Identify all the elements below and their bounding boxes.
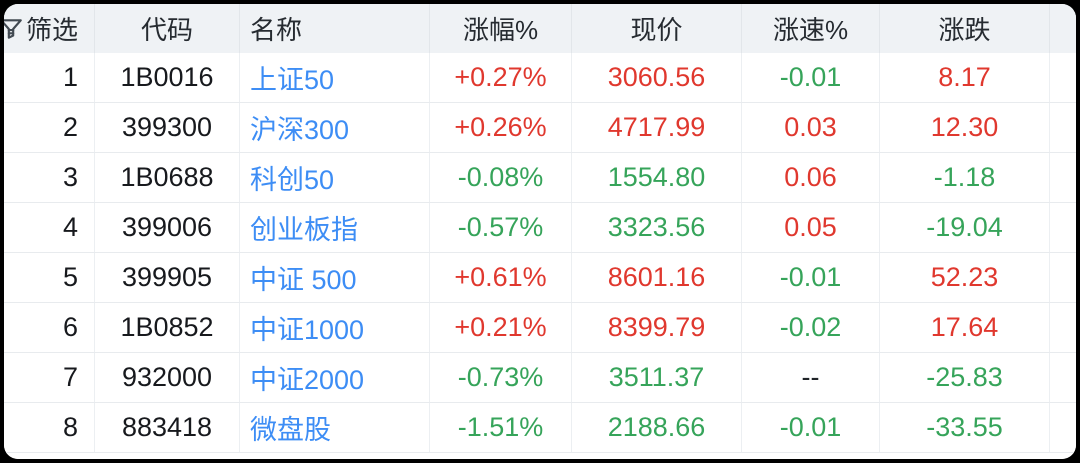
table-row[interactable]: 2 399300 沪深300 +0.26% 4717.99 0.03 12.30 xyxy=(4,103,1076,153)
code-cell: 883418 xyxy=(95,403,240,452)
change-pct-cell: -0.73% xyxy=(430,353,572,402)
header-price[interactable]: 现价 xyxy=(572,4,742,53)
speed-pct-cell: -0.01 xyxy=(742,403,880,452)
funnel-filter-icon xyxy=(4,18,22,39)
price-cell: 8601.16 xyxy=(572,253,742,302)
name-link[interactable]: 微盘股 xyxy=(240,403,430,452)
price-cell: 3060.56 xyxy=(572,53,742,102)
row-spacer-cell xyxy=(1050,353,1076,402)
speed-pct-cell: 0.06 xyxy=(742,153,880,202)
row-number-cell: 6 xyxy=(4,303,95,352)
table-body: 1 1B0016 上证50 +0.27% 3060.56 -0.01 8.17 … xyxy=(4,53,1076,453)
change-amt-cell: -19.04 xyxy=(880,203,1050,252)
table-row[interactable]: 5 399905 中证 500 +0.61% 8601.16 -0.01 52.… xyxy=(4,253,1076,303)
name-link[interactable]: 中证 500 xyxy=(240,253,430,302)
table-row[interactable]: 7 932000 中证2000 -0.73% 3511.37 -- -25.83 xyxy=(4,353,1076,403)
row-spacer-cell xyxy=(1050,103,1076,152)
speed-pct-cell: 0.03 xyxy=(742,103,880,152)
name-link[interactable]: 中证2000 xyxy=(240,353,430,402)
header-change-amt[interactable]: 涨跌 xyxy=(880,4,1050,53)
code-cell: 399300 xyxy=(95,103,240,152)
change-amt-cell: 17.64 xyxy=(880,303,1050,352)
speed-pct-cell: -0.01 xyxy=(742,253,880,302)
change-amt-cell: 12.30 xyxy=(880,103,1050,152)
change-amt-cell: -25.83 xyxy=(880,353,1050,402)
header-filter[interactable]: 筛选 xyxy=(4,4,95,53)
index-quote-table-card: 筛选 代码 名称 涨幅% 现价 涨速% 涨跌 1 1B0016 上证50 +0.… xyxy=(4,4,1076,459)
change-pct-cell: +0.27% xyxy=(430,53,572,102)
change-pct-cell: +0.61% xyxy=(430,253,572,302)
row-number-cell: 2 xyxy=(4,103,95,152)
table-row[interactable]: 4 399006 创业板指 -0.57% 3323.56 0.05 -19.04 xyxy=(4,203,1076,253)
row-number-cell: 5 xyxy=(4,253,95,302)
name-link[interactable]: 科创50 xyxy=(240,153,430,202)
change-amt-cell: -33.55 xyxy=(880,403,1050,452)
header-change-pct[interactable]: 涨幅% xyxy=(430,4,572,53)
change-pct-cell: -0.08% xyxy=(430,153,572,202)
header-code[interactable]: 代码 xyxy=(95,4,240,53)
name-link[interactable]: 沪深300 xyxy=(240,103,430,152)
change-pct-cell: +0.26% xyxy=(430,103,572,152)
row-number-cell: 8 xyxy=(4,403,95,452)
row-spacer-cell xyxy=(1050,253,1076,302)
speed-pct-cell: -0.01 xyxy=(742,53,880,102)
price-cell: 2188.66 xyxy=(572,403,742,452)
speed-pct-cell: -0.02 xyxy=(742,303,880,352)
price-cell: 3323.56 xyxy=(572,203,742,252)
row-spacer-cell xyxy=(1050,203,1076,252)
header-speed-pct[interactable]: 涨速% xyxy=(742,4,880,53)
row-spacer-cell xyxy=(1050,153,1076,202)
table-row[interactable]: 1 1B0016 上证50 +0.27% 3060.56 -0.01 8.17 xyxy=(4,53,1076,103)
change-amt-cell: -1.18 xyxy=(880,153,1050,202)
code-cell: 932000 xyxy=(95,353,240,402)
row-number-cell: 4 xyxy=(4,203,95,252)
header-spacer xyxy=(1050,4,1076,53)
code-cell: 1B0688 xyxy=(95,153,240,202)
name-link[interactable]: 上证50 xyxy=(240,53,430,102)
table-row[interactable]: 3 1B0688 科创50 -0.08% 1554.80 0.06 -1.18 xyxy=(4,153,1076,203)
header-filter-label: 筛选 xyxy=(26,15,79,45)
price-cell: 4717.99 xyxy=(572,103,742,152)
change-pct-cell: +0.21% xyxy=(430,303,572,352)
code-cell: 1B0852 xyxy=(95,303,240,352)
table-row[interactable]: 8 883418 微盘股 -1.51% 2188.66 -0.01 -33.55 xyxy=(4,403,1076,453)
row-number-cell: 7 xyxy=(4,353,95,402)
speed-pct-cell: -- xyxy=(742,353,880,402)
price-cell: 3511.37 xyxy=(572,353,742,402)
change-pct-cell: -0.57% xyxy=(430,203,572,252)
code-cell: 399006 xyxy=(95,203,240,252)
row-spacer-cell xyxy=(1050,403,1076,452)
code-cell: 399905 xyxy=(95,253,240,302)
code-cell: 1B0016 xyxy=(95,53,240,102)
row-number-cell: 3 xyxy=(4,153,95,202)
name-link[interactable]: 创业板指 xyxy=(240,203,430,252)
row-spacer-cell xyxy=(1050,303,1076,352)
change-amt-cell: 8.17 xyxy=(880,53,1050,102)
price-cell: 1554.80 xyxy=(572,153,742,202)
table-row[interactable]: 6 1B0852 中证1000 +0.21% 8399.79 -0.02 17.… xyxy=(4,303,1076,353)
row-number-cell: 1 xyxy=(4,53,95,102)
next-row-sliver xyxy=(4,453,1076,459)
speed-pct-cell: 0.05 xyxy=(742,203,880,252)
table-header-row: 筛选 代码 名称 涨幅% 现价 涨速% 涨跌 xyxy=(4,4,1076,53)
header-name[interactable]: 名称 xyxy=(240,4,430,53)
price-cell: 8399.79 xyxy=(572,303,742,352)
name-link[interactable]: 中证1000 xyxy=(240,303,430,352)
change-amt-cell: 52.23 xyxy=(880,253,1050,302)
row-spacer-cell xyxy=(1050,53,1076,102)
change-pct-cell: -1.51% xyxy=(430,403,572,452)
